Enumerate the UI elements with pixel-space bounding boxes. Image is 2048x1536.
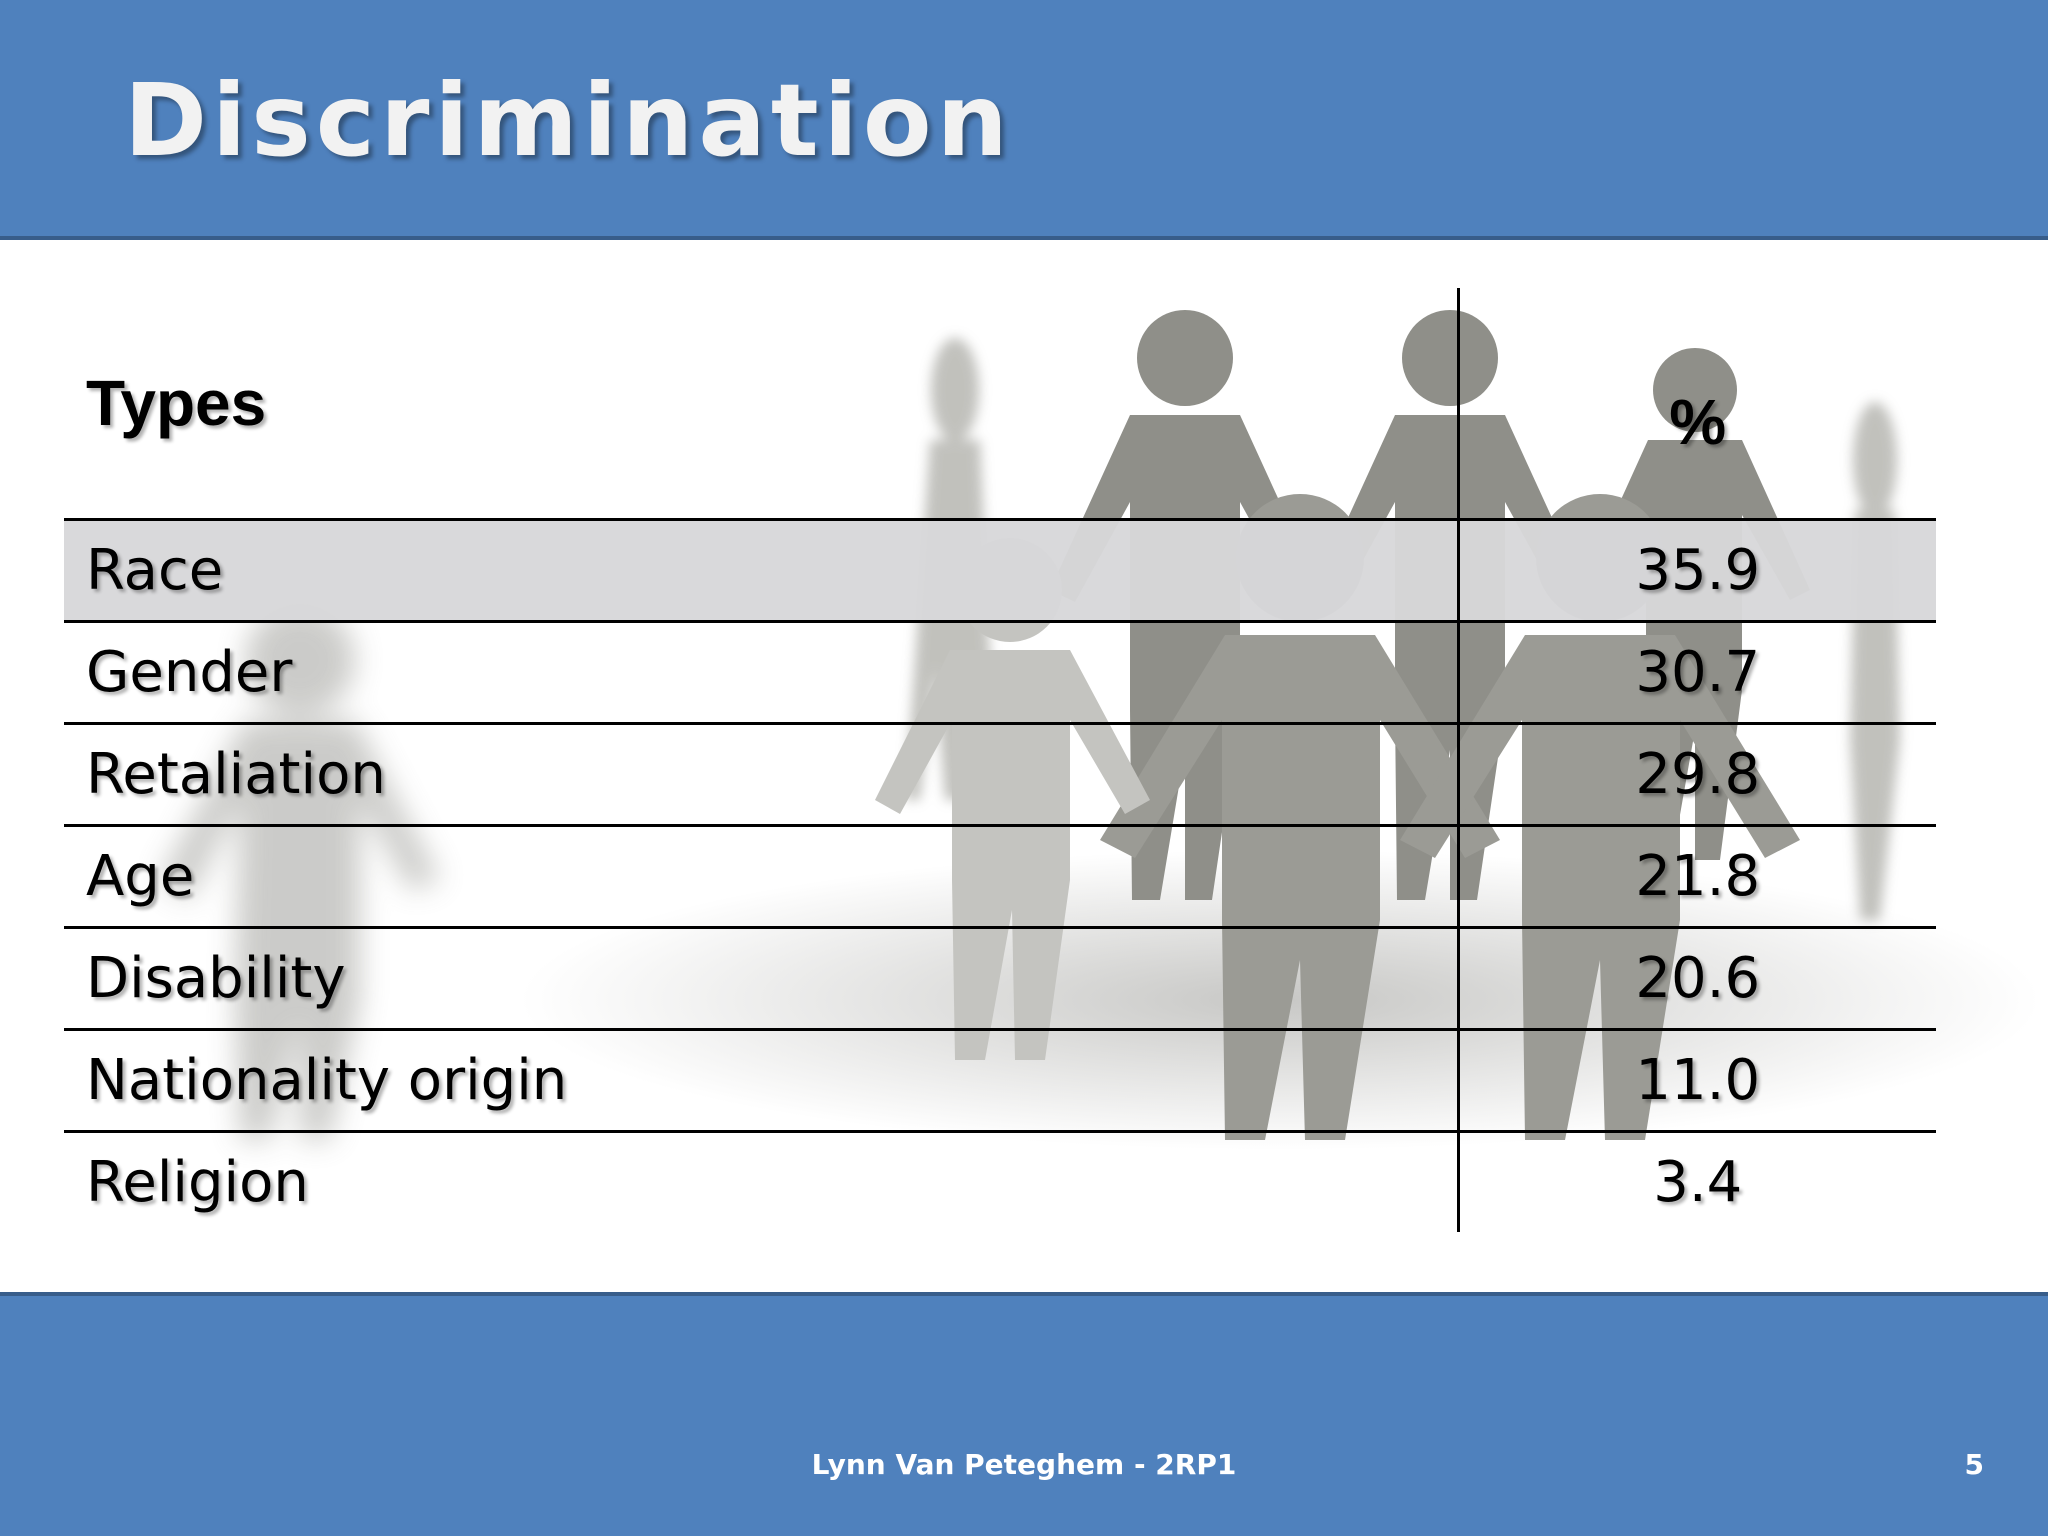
table-header-row: Types % [64,288,1936,521]
type-cell: Race [64,519,1458,623]
title-bar: Discrimination [0,0,2048,240]
type-cell: Nationality origin [64,1029,1458,1133]
slide-number: 5 [1964,1448,1984,1481]
percent-cell: 35.9 [1456,519,1936,623]
table-row: Religion 3.4 [64,1131,1936,1232]
footer-author: Lynn Van Peteghem - 2RP1 [811,1448,1237,1481]
percent-cell: 30.7 [1456,621,1936,725]
percent-cell: 11.0 [1456,1029,1936,1133]
type-cell: Gender [64,621,1458,725]
slide-title: Discrimination [124,62,1013,179]
type-cell: Age [64,825,1458,929]
type-cell: Disability [64,927,1458,1031]
table-row: Age 21.8 [64,825,1936,929]
table-row: Race 35.9 [64,519,1936,623]
table-row: Disability 20.6 [64,927,1936,1031]
footer-bar [0,1292,2048,1536]
table-row: Gender 30.7 [64,621,1936,725]
type-cell: Retaliation [64,723,1458,827]
type-cell: Religion [86,1150,309,1215]
percent-cell: 29.8 [1456,723,1936,827]
types-column-header: Types [64,288,1458,521]
percent-cell: 3.4 [1456,1131,1936,1232]
percent-cell: 20.6 [1456,927,1936,1031]
percent-cell: 21.8 [1456,825,1936,929]
table-row: Retaliation 29.8 [64,723,1936,827]
discrimination-table: Types % Race 35.9 Gender 30.7 Retaliatio… [64,288,1936,1232]
percent-column-header: % [1456,288,1936,521]
table-row: Nationality origin 11.0 [64,1029,1936,1133]
